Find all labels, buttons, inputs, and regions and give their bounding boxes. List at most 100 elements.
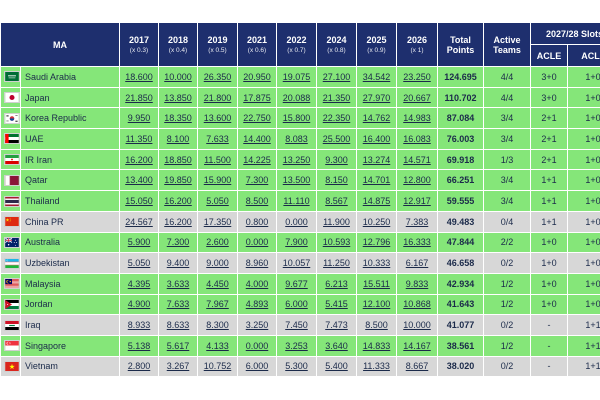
year-points-link[interactable]: 5.900 — [127, 237, 151, 248]
year-points-link[interactable]: 10.000 — [164, 71, 192, 82]
year-points-2026[interactable]: 9.833 — [396, 272, 438, 295]
year-points-link[interactable]: 21.350 — [322, 92, 351, 103]
year-points-link[interactable]: 24.567 — [125, 216, 153, 227]
year-points-2021[interactable]: 14.400 — [237, 128, 277, 150]
year-points-2024[interactable]: 7.473 — [316, 314, 357, 336]
year-points-link[interactable]: 18.850 — [164, 154, 192, 165]
year-points-2017[interactable]: 18.600 — [119, 66, 159, 88]
year-points-2025[interactable]: 12.796 — [356, 231, 397, 254]
year-points-link[interactable]: 0.000 — [245, 237, 269, 248]
year-points-2025[interactable]: 13.274 — [356, 148, 397, 171]
year-points-2022[interactable]: 6.000 — [276, 293, 317, 316]
year-points-link[interactable]: 7.633 — [166, 299, 190, 310]
year-points-link[interactable]: 4.450 — [206, 278, 229, 289]
year-points-link[interactable]: 14.833 — [362, 340, 391, 351]
year-points-link[interactable]: 9.300 — [325, 154, 348, 165]
year-points-2025[interactable]: 16.400 — [356, 128, 397, 150]
year-points-2019[interactable]: 2.600 — [197, 231, 238, 254]
year-points-2019[interactable]: 21.800 — [197, 86, 238, 109]
year-points-2018[interactable]: 16.200 — [158, 190, 198, 212]
year-points-link[interactable]: 7.473 — [325, 320, 348, 331]
year-points-2018[interactable]: 18.850 — [158, 148, 198, 171]
year-points-2025[interactable]: 14.875 — [356, 190, 397, 212]
year-points-link[interactable]: 10.057 — [282, 258, 311, 269]
year-points-link[interactable]: 15.050 — [125, 195, 153, 206]
year-points-link[interactable]: 11.250 — [323, 258, 350, 269]
year-points-link[interactable]: 5.138 — [127, 340, 151, 351]
year-points-2024[interactable]: 6.213 — [316, 272, 357, 295]
year-points-2018[interactable]: 18.350 — [158, 107, 198, 130]
year-points-link[interactable]: 8.300 — [206, 320, 229, 331]
year-points-2025[interactable]: 14.833 — [356, 334, 397, 357]
year-points-2021[interactable]: 14.225 — [237, 148, 277, 171]
year-points-link[interactable]: 8.567 — [325, 195, 348, 206]
year-points-2017[interactable]: 8.933 — [119, 314, 159, 336]
year-points-2022[interactable]: 19.075 — [276, 66, 317, 88]
year-points-link[interactable]: 4.900 — [127, 299, 151, 310]
year-points-link[interactable]: 5.617 — [166, 340, 190, 351]
year-points-2024[interactable]: 21.350 — [316, 86, 357, 109]
year-points-2021[interactable]: 7.300 — [237, 169, 277, 192]
year-points-2024[interactable]: 10.593 — [316, 231, 357, 254]
year-points-link[interactable]: 8.933 — [127, 320, 151, 331]
year-points-link[interactable]: 13.250 — [282, 154, 311, 165]
year-points-link[interactable]: 13.500 — [282, 175, 311, 186]
year-points-link[interactable]: 14.762 — [362, 113, 391, 124]
year-points-link[interactable]: 10.250 — [362, 216, 391, 227]
year-points-2026[interactable]: 14.983 — [396, 107, 438, 130]
year-points-2025[interactable]: 10.333 — [356, 252, 397, 274]
year-points-link[interactable]: 4.395 — [127, 278, 151, 289]
year-points-2026[interactable]: 23.250 — [396, 66, 438, 88]
year-points-link[interactable]: 21.800 — [203, 92, 232, 103]
year-points-2025[interactable]: 11.333 — [356, 355, 397, 378]
year-points-link[interactable]: 9.000 — [206, 258, 229, 269]
year-points-link[interactable]: 0.800 — [245, 216, 269, 227]
year-points-2021[interactable]: 0.000 — [237, 334, 277, 357]
year-points-link[interactable]: 14.875 — [362, 195, 391, 206]
year-points-2021[interactable]: 6.000 — [237, 355, 277, 378]
year-points-link[interactable]: 17.350 — [203, 216, 232, 227]
year-points-link[interactable]: 7.300 — [166, 237, 190, 248]
year-points-2024[interactable]: 3.640 — [316, 334, 357, 357]
year-points-2019[interactable]: 13.600 — [197, 107, 238, 130]
year-points-link[interactable]: 13.600 — [203, 113, 232, 124]
year-points-link[interactable]: 13.274 — [362, 154, 391, 165]
year-points-2026[interactable]: 7.383 — [396, 210, 438, 233]
year-points-2019[interactable]: 8.300 — [197, 314, 238, 336]
year-points-link[interactable]: 34.542 — [362, 71, 391, 82]
year-points-2017[interactable]: 24.567 — [119, 210, 159, 233]
year-points-link[interactable]: 4.893 — [245, 299, 269, 310]
year-points-link[interactable]: 8.083 — [285, 133, 308, 144]
year-points-2022[interactable]: 13.250 — [276, 148, 317, 171]
year-points-link[interactable]: 9.400 — [166, 258, 190, 269]
year-points-2019[interactable]: 5.050 — [197, 190, 238, 212]
year-points-link[interactable]: 4.000 — [245, 278, 269, 289]
year-points-2018[interactable]: 19.850 — [158, 169, 198, 192]
year-points-link[interactable]: 11.350 — [125, 133, 153, 144]
year-points-2021[interactable]: 8.500 — [237, 190, 277, 212]
year-points-2018[interactable]: 7.300 — [158, 231, 198, 254]
year-points-link[interactable]: 8.960 — [245, 258, 269, 269]
year-points-2021[interactable]: 3.250 — [237, 314, 277, 336]
year-points-2017[interactable]: 16.200 — [119, 148, 159, 171]
year-points-link[interactable]: 5.415 — [325, 299, 348, 310]
year-points-2017[interactable]: 5.138 — [119, 334, 159, 357]
year-points-link[interactable]: 10.000 — [403, 320, 431, 331]
year-points-link[interactable]: 17.875 — [243, 92, 271, 103]
year-points-2019[interactable]: 4.133 — [197, 334, 238, 357]
year-points-2018[interactable]: 5.617 — [158, 334, 198, 357]
year-points-link[interactable]: 13.400 — [125, 175, 153, 186]
year-points-2019[interactable]: 10.752 — [197, 355, 238, 378]
year-points-2024[interactable]: 25.500 — [316, 128, 357, 150]
year-points-2025[interactable]: 14.762 — [356, 107, 397, 130]
year-points-2021[interactable]: 17.875 — [237, 86, 277, 109]
year-points-link[interactable]: 7.450 — [285, 320, 308, 331]
year-points-2021[interactable]: 4.000 — [237, 272, 277, 295]
year-points-link[interactable]: 6.167 — [405, 258, 429, 269]
year-points-link[interactable]: 6.213 — [325, 278, 348, 289]
year-points-link[interactable]: 9.950 — [127, 113, 151, 124]
year-points-2017[interactable]: 4.900 — [119, 293, 159, 316]
year-points-link[interactable]: 2.600 — [206, 237, 229, 248]
year-points-link[interactable]: 19.850 — [164, 175, 192, 186]
year-points-2018[interactable]: 3.267 — [158, 355, 198, 378]
